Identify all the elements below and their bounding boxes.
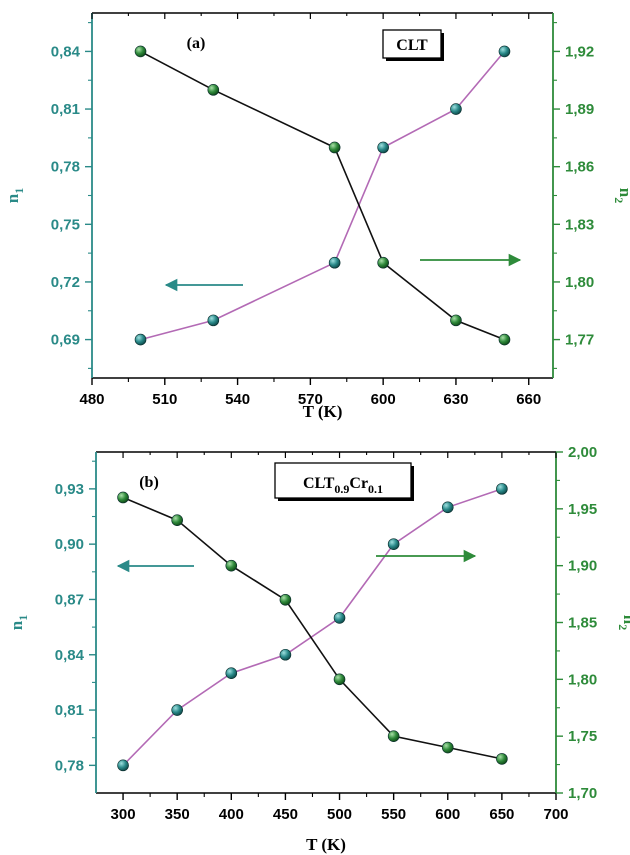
- data-point-n2: [496, 753, 508, 765]
- data-point-n2: [279, 593, 292, 606]
- y-right-tick-label: 1,70: [568, 785, 597, 802]
- data-point-n2: [377, 256, 389, 269]
- data-point-n2: [441, 741, 454, 754]
- y-right-tick-label: 1,92: [565, 43, 594, 60]
- y-left-axis-label: n1: [7, 615, 30, 630]
- x-tick-label: 400: [219, 806, 244, 823]
- data-point-n1: [207, 314, 220, 327]
- y-right-tick-label: 1,80: [565, 274, 594, 291]
- x-tick-label: 510: [152, 391, 177, 408]
- y-left-tick-label: 0,72: [51, 274, 80, 291]
- data-point-n1: [498, 45, 511, 58]
- data-point-n1: [225, 667, 238, 679]
- y-left-tick-label: 0,90: [55, 536, 84, 553]
- y-right-tick-label: 1,77: [565, 332, 594, 349]
- x-axis-label: T (K): [303, 402, 343, 421]
- series-line-n2: [140, 50, 505, 341]
- label-box: [382, 29, 442, 59]
- y-left-tick-label: 0,84: [55, 647, 85, 664]
- y-right-tick-label: 1,80: [568, 671, 597, 688]
- data-point-n1: [134, 333, 147, 346]
- x-tick-label: 450: [273, 806, 298, 823]
- data-point-n2: [333, 673, 346, 686]
- panel-a: 480 510 540 570 600 630 660 0,69 0,72 0,75 0,78 0,8…: [3, 12, 630, 421]
- label-box: [274, 462, 412, 499]
- y-right-axis-label: n2: [612, 188, 630, 203]
- y-right-tick-label: 1,86: [565, 159, 594, 176]
- y-left-tick-label: 0,93: [55, 481, 84, 498]
- series-line-n1: [122, 488, 503, 766]
- data-point-n1: [328, 256, 341, 269]
- x-tick-label: 700: [543, 806, 568, 823]
- y-right-axis-label: n2: [616, 615, 630, 630]
- data-point-n2: [450, 314, 462, 327]
- x-tick-label: 350: [165, 806, 190, 823]
- series-line-n2: [122, 496, 503, 760]
- data-point-n2: [498, 333, 511, 346]
- y-left-tick-label: 0,81: [55, 702, 84, 719]
- data-point-n1: [333, 612, 346, 624]
- x-tick-label: 570: [298, 391, 323, 408]
- x-tick-label: 300: [111, 806, 136, 823]
- data-point-n2: [117, 491, 129, 504]
- data-point-n2: [387, 730, 400, 742]
- data-point-n1: [117, 759, 129, 772]
- data-point-n2: [134, 45, 147, 58]
- data-point-n2: [328, 141, 341, 154]
- y-right-tick-label: 1,95: [568, 501, 597, 518]
- y-right-tick-label: 1,83: [565, 216, 594, 233]
- y-left-tick-label: 0,69: [51, 332, 80, 349]
- data-point-n1: [496, 483, 508, 495]
- panel-tag: (a): [187, 35, 206, 52]
- sample-label: CLT: [396, 37, 428, 54]
- y-right-tick-label: 1,75: [568, 728, 597, 745]
- x-tick-label: 550: [381, 806, 406, 823]
- data-point-n1: [441, 501, 454, 514]
- y-left-tick-label: 0,75: [51, 216, 80, 233]
- series-line-n1: [140, 50, 506, 341]
- data-point-n2: [207, 84, 220, 96]
- y-right-tick-label: 1,85: [568, 615, 597, 632]
- x-tick-label: 600: [435, 806, 460, 823]
- y-right-tick-label: 1,90: [568, 558, 597, 575]
- y-right-tick-label: 1,89: [565, 101, 594, 118]
- x-tick-label: 660: [516, 391, 541, 408]
- y-left-tick-label: 0,78: [55, 757, 84, 774]
- x-axis-label: T (K): [306, 835, 346, 854]
- data-point-n2: [225, 559, 238, 572]
- data-point-n1: [387, 538, 400, 550]
- x-tick-label: 630: [443, 391, 468, 408]
- panel-tag: (b): [139, 474, 159, 491]
- data-point-n1: [377, 141, 389, 154]
- x-tick-label: 540: [225, 391, 250, 408]
- y-right-tick-label: 2,00: [568, 444, 597, 461]
- data-point-n1: [450, 103, 462, 115]
- y-left-axis-label: n1: [3, 188, 26, 203]
- x-tick-label: 480: [79, 391, 104, 408]
- y-left-tick-label: 0,84: [51, 43, 81, 60]
- data-point-n2: [171, 514, 183, 527]
- panel-b: 300 350 400 450 500 550 600 650 700 0,78 0,81 0,84 0…: [7, 444, 630, 854]
- x-tick-label: 500: [327, 806, 352, 823]
- sample-label: CLT0.9Cr0.1: [303, 475, 383, 496]
- y-left-tick-label: 0,87: [55, 591, 84, 608]
- data-point-n1: [279, 648, 292, 661]
- x-tick-label: 600: [371, 391, 396, 408]
- x-tick-label: 650: [489, 806, 514, 823]
- y-left-tick-label: 0,81: [51, 101, 80, 118]
- data-point-n1: [171, 704, 183, 716]
- y-left-tick-label: 0,78: [51, 159, 80, 176]
